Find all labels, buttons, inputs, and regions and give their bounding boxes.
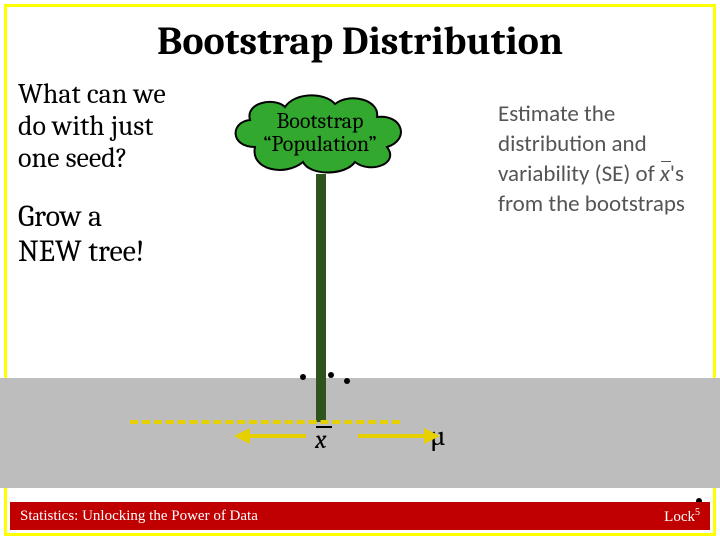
arrow-right-head <box>424 428 440 444</box>
scatter-dot <box>300 374 306 380</box>
cloud-label: Bootstrap “Population” <box>225 110 415 156</box>
xbar-symbol: x <box>315 425 327 455</box>
dashed-line <box>130 420 400 424</box>
scatter-dot <box>328 372 334 378</box>
grow-line: Grow a NEW tree! <box>18 199 144 269</box>
scatter-dot <box>344 378 350 384</box>
footer-left: Statistics: Unlocking the Power of Data <box>20 508 258 525</box>
estimate-text: Estimate the distribution and variabilit… <box>498 100 700 220</box>
cloud-shape: Bootstrap “Population” <box>225 92 415 174</box>
cloud-line2: “Population” <box>263 131 377 157</box>
cloud-line1: Bootstrap <box>277 108 364 134</box>
tree-trunk <box>316 174 326 422</box>
grow-text: Grow a NEW tree! <box>18 200 144 269</box>
arrow-right-line <box>358 434 426 438</box>
footer-right: Lock5 <box>664 507 700 526</box>
xbar-inline: x <box>660 160 670 188</box>
estimate-pre: Estimate the distribution and variabilit… <box>498 100 660 188</box>
footer-sup: 5 <box>695 507 700 518</box>
question-line: What can we do with just one seed? <box>18 78 166 174</box>
arrow-left-line <box>248 434 306 438</box>
ground-band <box>0 378 720 488</box>
slide-title: Bootstrap Distribution <box>0 18 720 64</box>
arrow-left-head <box>234 428 250 444</box>
footer-right-text: Lock <box>664 509 695 525</box>
footer-bar: Statistics: Unlocking the Power of Data … <box>10 502 710 530</box>
question-text: What can we do with just one seed? <box>18 78 166 175</box>
